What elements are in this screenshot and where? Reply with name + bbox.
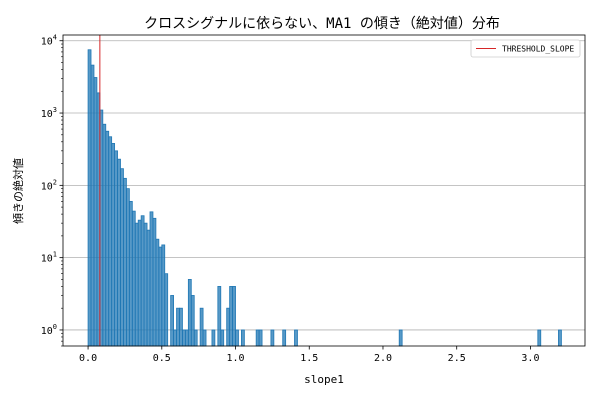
histogram-bar xyxy=(114,150,118,347)
histogram-bar xyxy=(149,211,154,347)
histogram-bar xyxy=(537,329,542,347)
histogram-bar xyxy=(158,246,163,347)
histogram-bar xyxy=(211,329,216,347)
histogram-bar xyxy=(137,219,142,347)
histogram-bar xyxy=(128,200,133,347)
histogram-bar xyxy=(179,307,183,347)
histogram-bar xyxy=(398,329,403,347)
histogram-bar xyxy=(184,329,189,347)
y-tick-label: 102 xyxy=(41,178,57,192)
histogram-bar xyxy=(282,329,287,347)
histogram-bar xyxy=(173,329,177,347)
x-ticks: 0.0 0.5 1.0 1.5 2.0 2.5 3.0 xyxy=(79,346,539,364)
histogram-bar xyxy=(294,329,298,347)
histogram-bar xyxy=(232,286,236,347)
y-axis-label: 傾きの絶対値 xyxy=(11,158,25,224)
histogram-bar xyxy=(558,329,562,347)
histogram-bar xyxy=(120,168,124,347)
histogram-bar xyxy=(155,238,160,347)
histogram-bar xyxy=(164,273,169,347)
histogram-bar xyxy=(105,130,110,347)
x-tick-label: 2.5 xyxy=(448,353,466,364)
histogram-bar xyxy=(126,188,130,347)
legend-box xyxy=(470,39,581,58)
histogram-bar xyxy=(182,329,186,347)
histogram-bar xyxy=(226,307,231,347)
histogram-bar xyxy=(134,222,139,347)
histogram-bar xyxy=(220,329,225,347)
histogram-bar xyxy=(187,279,192,347)
y-tick-label: 103 xyxy=(41,106,57,120)
histogram-bar xyxy=(235,329,239,347)
histogram-bar xyxy=(229,286,233,347)
histogram-bar xyxy=(193,329,198,347)
histogram-bar xyxy=(152,217,157,347)
histogram-bar xyxy=(108,136,113,347)
histogram-bar xyxy=(90,64,95,347)
histogram-bar xyxy=(140,215,145,347)
histogram-bar xyxy=(143,222,148,347)
chart-title: クロスシグナルに依らない、MA1 の傾き（絶対値）分布 xyxy=(144,16,500,32)
histogram-bar xyxy=(123,177,127,347)
y-tick-label: 104 xyxy=(41,34,57,48)
histogram-bar xyxy=(199,307,204,347)
histogram-bars xyxy=(87,49,562,347)
x-tick-label: 3.0 xyxy=(521,353,539,364)
histogram-bar xyxy=(87,49,92,347)
histogram-bar xyxy=(190,295,195,347)
histogram-bar xyxy=(170,295,174,347)
histogram-bar xyxy=(202,329,207,347)
legend: THRESHOLD_SLOPE xyxy=(470,39,581,58)
plot-frame xyxy=(62,34,586,347)
x-tick-label: 1.5 xyxy=(300,353,318,364)
legend-label: THRESHOLD_SLOPE xyxy=(502,45,574,54)
histogram-bar xyxy=(102,123,107,347)
y-ticks: 100 101 102 103 104 xyxy=(41,34,63,347)
histogram-bar xyxy=(241,329,245,347)
histogram-bar xyxy=(161,244,166,347)
histogram-bar xyxy=(270,329,275,347)
histogram-bar xyxy=(131,210,136,347)
x-tick-label: 0.0 xyxy=(79,353,97,364)
histogram-bar xyxy=(217,286,222,347)
histogram-bar xyxy=(255,329,260,347)
histogram-bar xyxy=(117,158,121,347)
histogram-bar xyxy=(111,143,116,347)
x-tick-label: 0.5 xyxy=(153,353,171,364)
y-tick-label: 101 xyxy=(41,251,57,265)
histogram-bar xyxy=(258,329,263,347)
x-tick-label: 2.0 xyxy=(374,353,392,364)
histogram-bar xyxy=(93,77,98,347)
y-tick-label: 100 xyxy=(41,323,57,337)
histogram-bar xyxy=(176,307,180,347)
x-tick-label: 1.0 xyxy=(226,353,244,364)
x-axis-label: slope1 xyxy=(304,373,344,386)
histogram-bar xyxy=(146,229,151,347)
